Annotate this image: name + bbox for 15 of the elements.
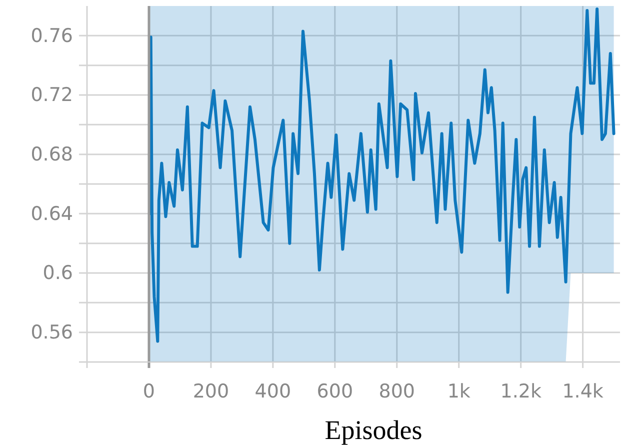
x-tick-label: 1.2k [500,380,542,402]
y-tick-label: 0.6 [42,262,73,284]
x-tick-label: 1k [447,380,470,402]
y-tick-label: 0.64 [30,202,73,225]
y-tick-label: 0.56 [30,321,73,344]
x-tick-label: 1.4k [562,380,604,402]
y-tick-label: 0.72 [30,84,73,106]
x-axis-title: Episodes [324,415,422,445]
x-tick-label: 800 [378,380,416,402]
y-tick-label: 0.68 [30,143,73,166]
x-tick-label: 0 [142,380,156,402]
x-tick-label: 400 [254,380,292,402]
x-tick-label: 600 [316,380,354,402]
x-tick-label: 200 [192,380,230,402]
y-tick-label: 0.76 [30,24,73,47]
